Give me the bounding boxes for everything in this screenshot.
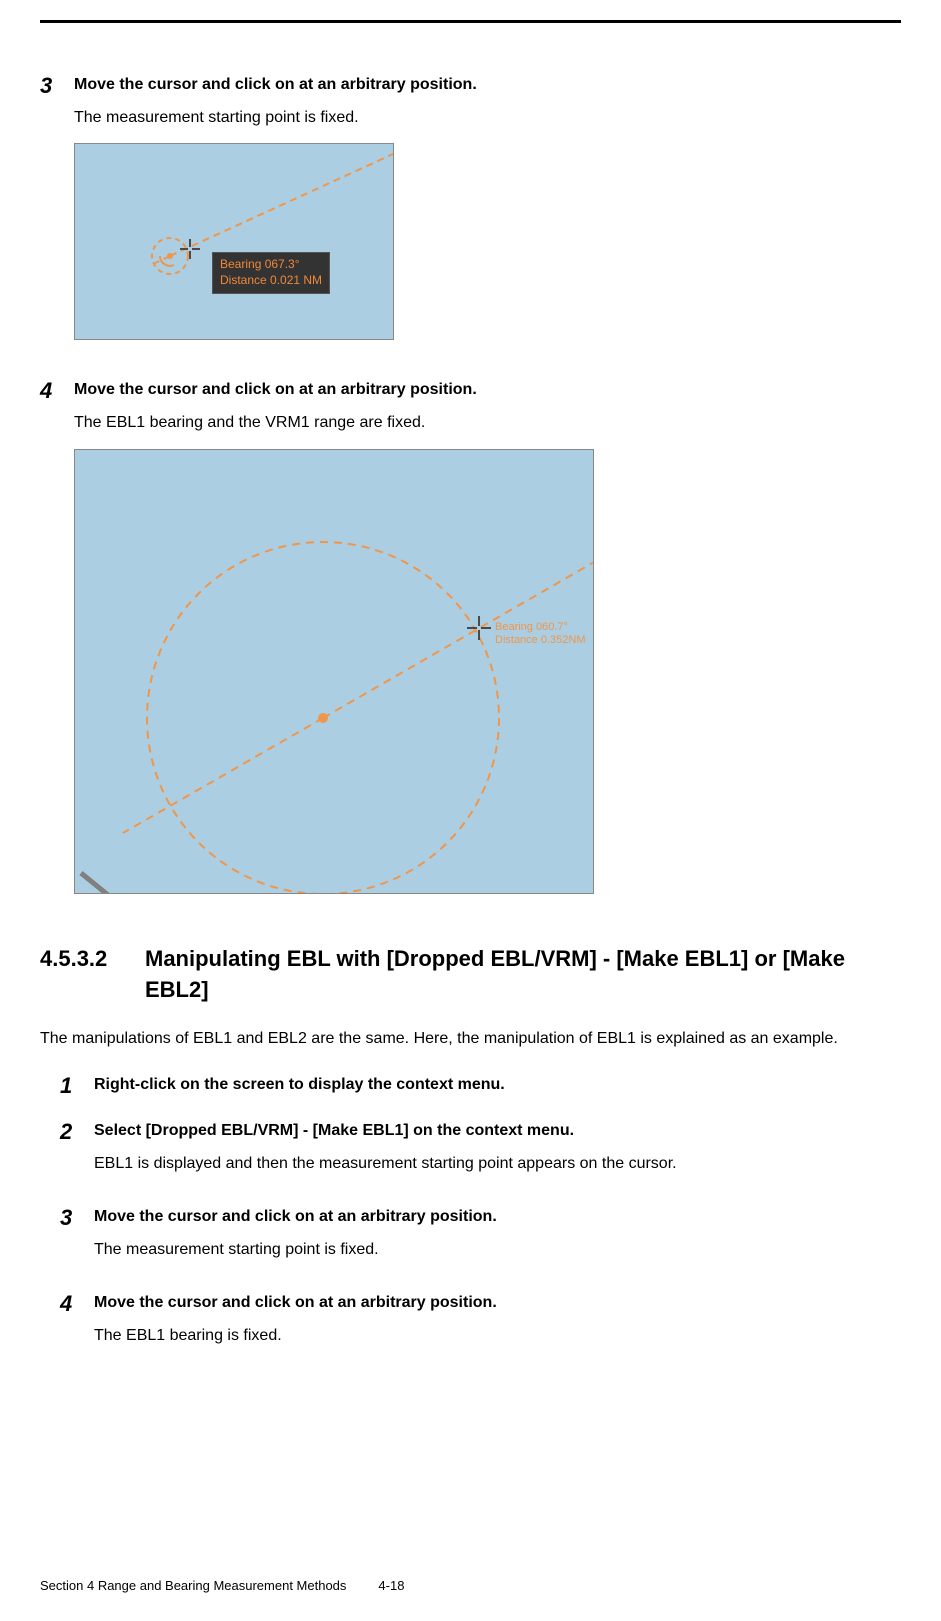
step-number: 4: [40, 378, 74, 923]
step-body: Move the cursor and click on at an arbit…: [74, 73, 901, 370]
top-rule: [40, 20, 901, 23]
step-desc: EBL1 is displayed and then the measureme…: [94, 1149, 901, 1179]
step-number: 1: [60, 1073, 94, 1103]
figure-2: Bearing 060.7° Distance 0.352NM: [74, 449, 594, 894]
step-desc: The measurement starting point is fixed.: [74, 103, 901, 133]
step-number: 3: [60, 1205, 94, 1275]
step-body: Move the cursor and click on at an arbit…: [94, 1291, 901, 1361]
step-desc: The EBL1 bearing and the VRM1 range are …: [74, 408, 901, 438]
figure-1-svg: [75, 144, 394, 340]
step-desc: The measurement starting point is fixed.: [94, 1235, 901, 1265]
step-title: Move the cursor and click on at an arbit…: [94, 1205, 901, 1229]
step-title: Move the cursor and click on at an arbit…: [94, 1291, 901, 1315]
step-number: 2: [60, 1119, 94, 1189]
step-block: 4 Move the cursor and click on at an arb…: [60, 1291, 901, 1361]
footer-section: Section 4 Range and Bearing Measurement …: [40, 1578, 346, 1593]
tooltip-distance-text: Distance 0.021 NM: [220, 273, 322, 289]
bearing-tooltip: Bearing 067.3° Distance 0.021 NM: [212, 252, 330, 293]
figure-1: Bearing 067.3° Distance 0.021 NM: [74, 143, 394, 340]
step-desc: The EBL1 bearing is fixed.: [94, 1321, 901, 1351]
figure2-bearing-text: Bearing 060.7°: [495, 621, 568, 633]
figure2-distance-text: Distance 0.352NM: [495, 634, 586, 646]
step-number: 4: [60, 1291, 94, 1361]
footer-page-number: 4-18: [378, 1578, 404, 1593]
step-body: Move the cursor and click on at an arbit…: [74, 378, 901, 923]
step-block: 3 Move the cursor and click on at an arb…: [60, 1205, 901, 1275]
page-footer: Section 4 Range and Bearing Measurement …: [40, 1578, 404, 1593]
step-title: Select [Dropped EBL/VRM] - [Make EBL1] o…: [94, 1119, 901, 1143]
step-body: Select [Dropped EBL/VRM] - [Make EBL1] o…: [94, 1119, 901, 1189]
step-block: 4 Move the cursor and click on at an arb…: [40, 378, 901, 923]
step-block: 2 Select [Dropped EBL/VRM] - [Make EBL1]…: [60, 1119, 901, 1189]
step-block: 1 Right-click on the screen to display t…: [60, 1073, 901, 1103]
step-title: Move the cursor and click on at an arbit…: [74, 378, 901, 402]
figure-2-svg: Bearing 060.7° Distance 0.352NM: [75, 450, 594, 894]
step-block: 3 Move the cursor and click on at an arb…: [40, 73, 901, 370]
step-body: Right-click on the screen to display the…: [94, 1073, 901, 1103]
tooltip-bearing-text: Bearing 067.3°: [220, 257, 322, 273]
step-body: Move the cursor and click on at an arbit…: [94, 1205, 901, 1275]
heading-number: 4.5.3.2: [40, 944, 145, 1006]
intro-paragraph: The manipulations of EBL1 and EBL2 are t…: [40, 1023, 901, 1054]
heading-text: Manipulating EBL with [Dropped EBL/VRM] …: [145, 944, 901, 1006]
step-title: Move the cursor and click on at an arbit…: [74, 73, 901, 97]
step-title: Right-click on the screen to display the…: [94, 1073, 901, 1097]
section-heading: 4.5.3.2 Manipulating EBL with [Dropped E…: [40, 944, 901, 1006]
step-number: 3: [40, 73, 74, 370]
